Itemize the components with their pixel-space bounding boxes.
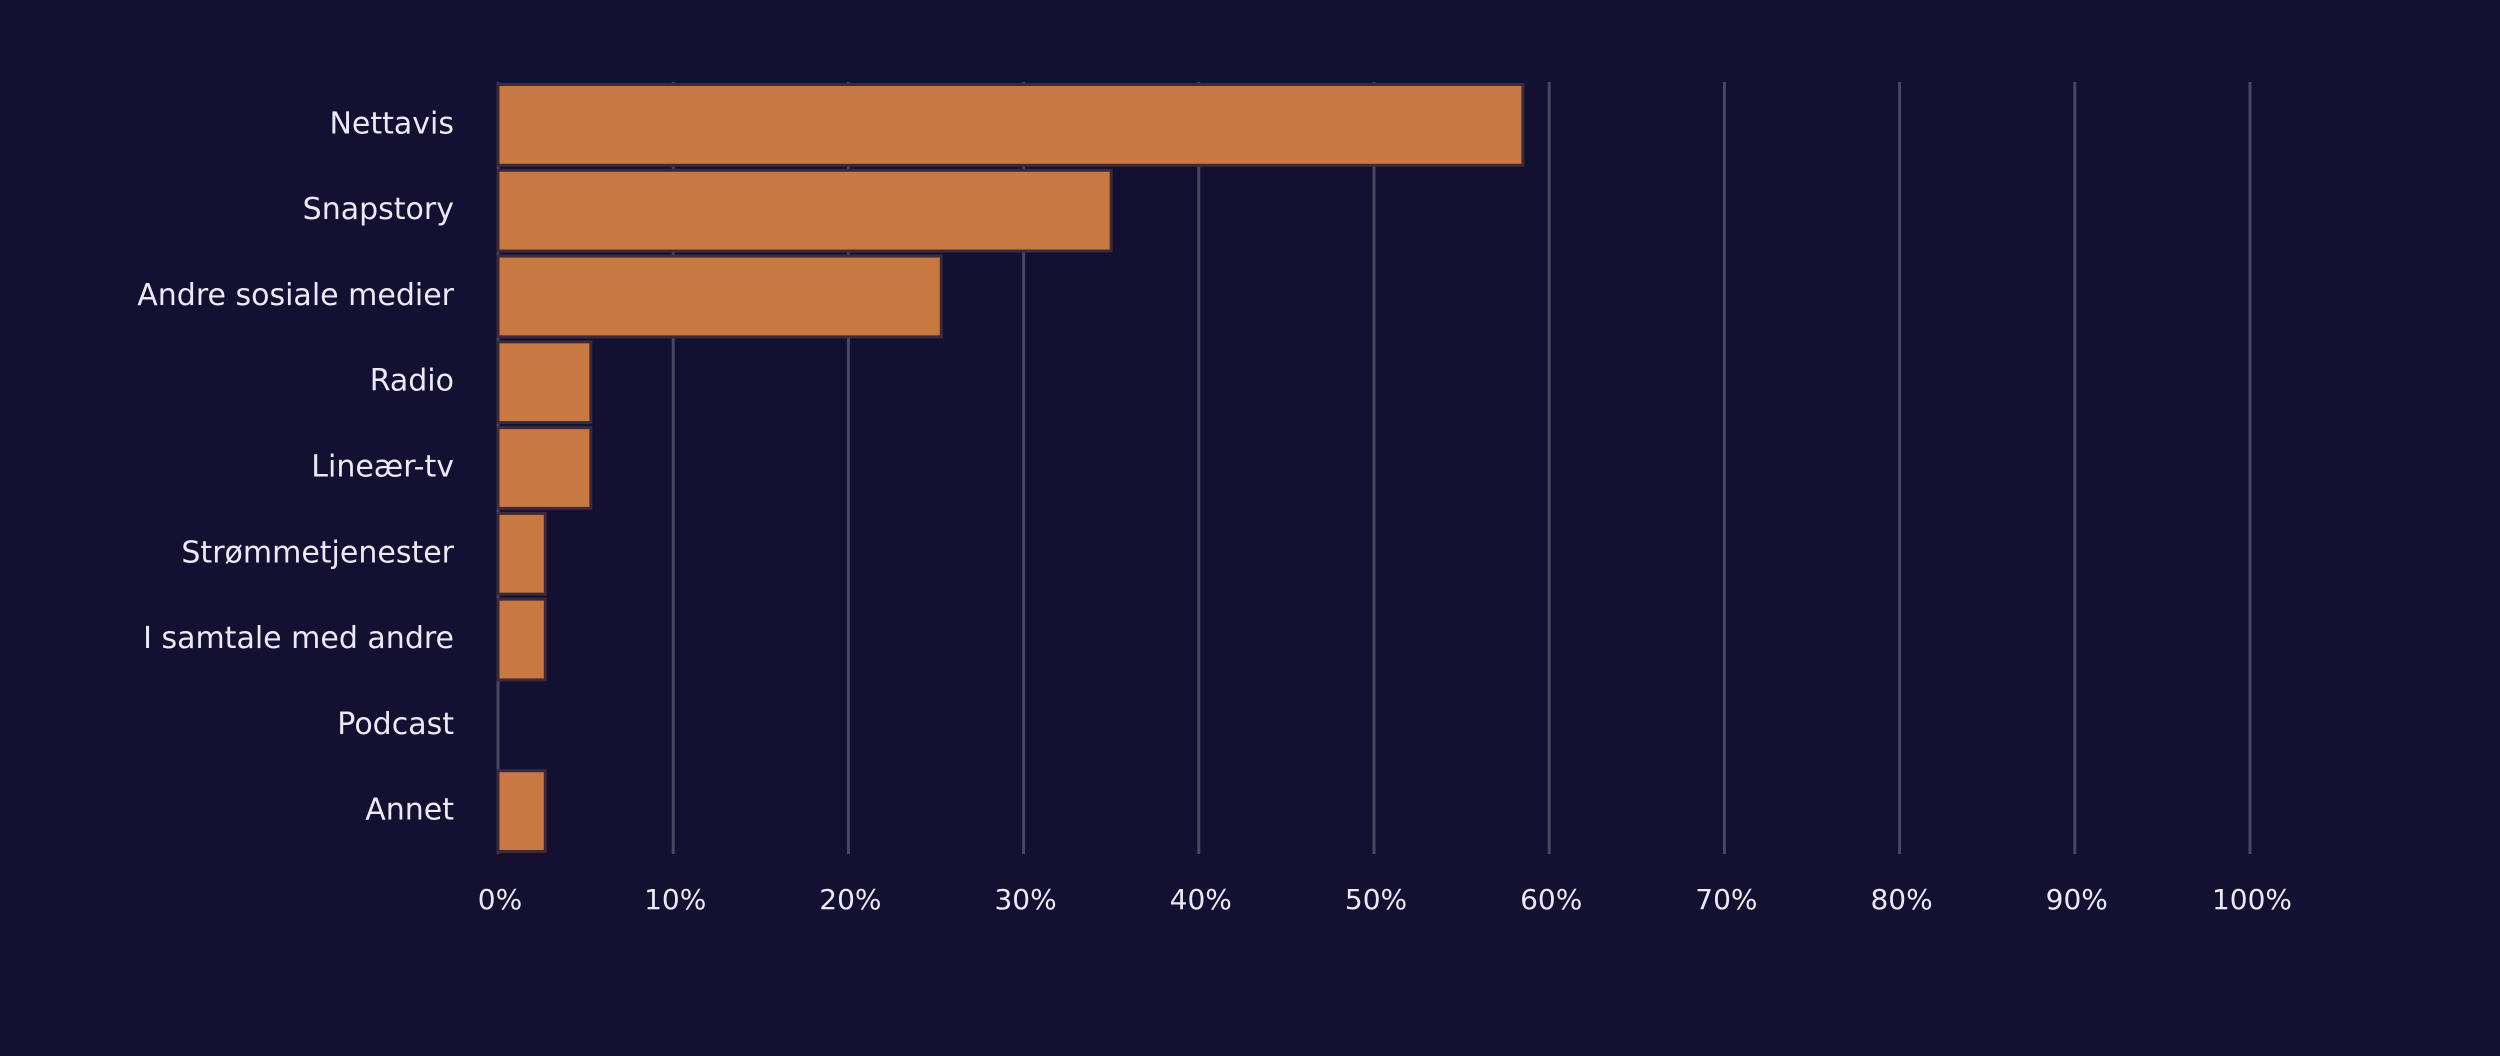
category-label: Andre sosiale medier <box>137 278 454 313</box>
bar-3 <box>496 340 593 425</box>
category-label: Lineær-tv <box>311 450 454 485</box>
category-label: Nettavis <box>329 106 454 141</box>
bar-8 <box>496 769 547 854</box>
x-tick-label: 30% <box>994 883 1056 916</box>
x-tick-label: 70% <box>1695 883 1757 916</box>
category-label: Snapstory <box>303 192 454 227</box>
bar-6 <box>496 597 547 682</box>
x-axis-tick-labels: 0% 10% 20% 30% 40% 50% 60% 70% 80% 90% 100% <box>478 883 2292 916</box>
category-label: Podcast <box>337 707 454 742</box>
bar-4 <box>496 426 593 510</box>
x-tick-label: 50% <box>1345 883 1407 916</box>
category-labels: Nettavis Snapstory Andre sosiale medier Rad… <box>137 106 454 827</box>
category-label: I samtale med andre <box>143 621 454 656</box>
category-label: Radio <box>370 364 454 399</box>
category-label: Annet <box>365 793 454 828</box>
x-tick-label: 20% <box>819 883 881 916</box>
x-tick-label: 80% <box>1870 883 1932 916</box>
x-tick-label: 0% <box>478 883 522 916</box>
x-tick-label: 90% <box>2046 883 2108 916</box>
bar-2 <box>496 254 943 339</box>
category-label: Strømmetjenester <box>181 535 454 570</box>
x-tick-label: 60% <box>1520 883 1582 916</box>
bar-1 <box>496 168 1113 253</box>
x-tick-label: 40% <box>1170 883 1232 916</box>
bar-5 <box>496 511 547 596</box>
x-tick-label: 10% <box>644 883 706 916</box>
bars <box>496 83 1525 854</box>
x-tick-label: 100% <box>2212 883 2292 916</box>
bar-0 <box>496 83 1525 167</box>
